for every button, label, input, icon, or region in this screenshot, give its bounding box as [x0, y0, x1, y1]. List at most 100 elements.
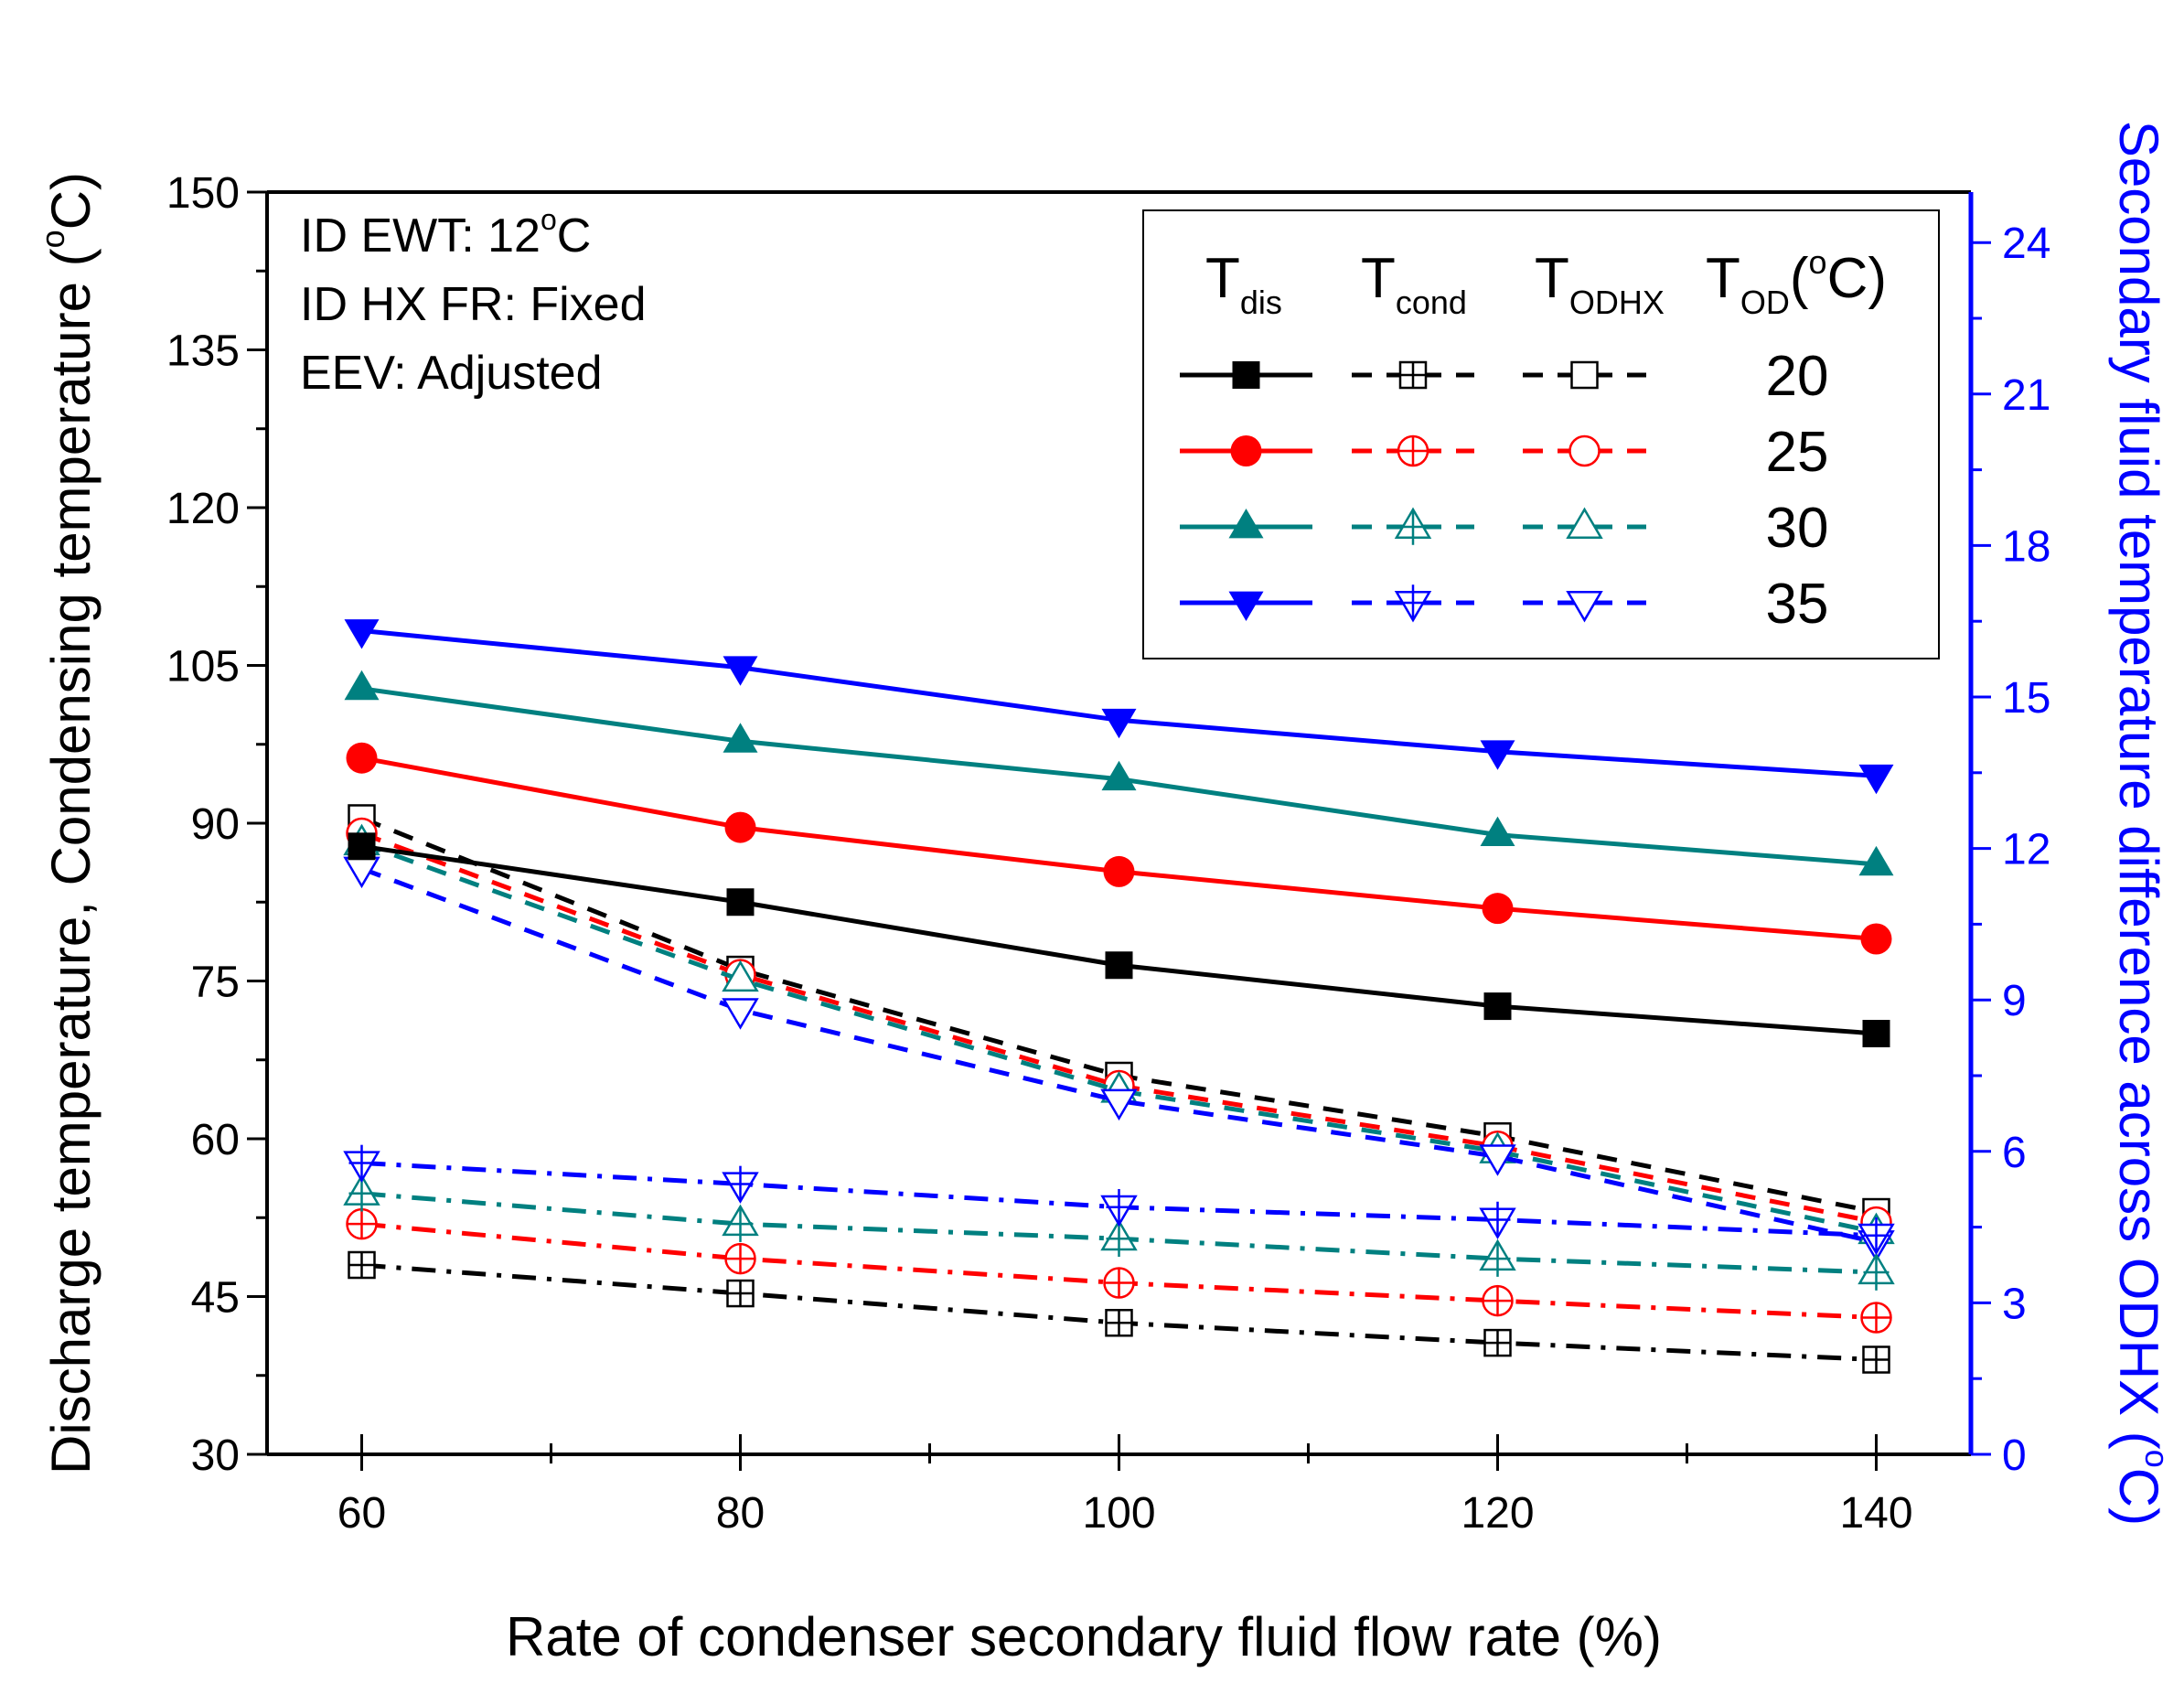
data-point-cond-20 — [1483, 1328, 1512, 1357]
y-tick-label: 105 — [166, 643, 240, 691]
left-axis-title-unit: C) — [40, 172, 102, 230]
legend-header-tcond-t: T — [1361, 247, 1396, 310]
data-point-dis-35 — [344, 619, 380, 649]
data-point-cond-20 — [1862, 1345, 1890, 1374]
legend-marker-odhx-25 — [1568, 434, 1601, 467]
data-point-cond-25 — [346, 1207, 378, 1240]
data-point-cond-20 — [348, 1250, 376, 1280]
data-point-dis-20 — [726, 888, 755, 917]
x-axis-ticks: 60 80 100 120 140 — [337, 1434, 1913, 1538]
annotation-ewt: ID EWT: 12oC — [300, 203, 591, 263]
data-point-dis-35 — [1101, 708, 1137, 739]
y2-tick-label: 12 — [2002, 826, 2050, 874]
data-point-cond-25 — [724, 1242, 756, 1275]
y-tick-label: 150 — [166, 169, 240, 218]
data-point-dis-35 — [1858, 764, 1894, 795]
data-point-cond-35 — [1100, 1188, 1138, 1227]
legend-entry-25: 25 — [1766, 421, 1829, 484]
data-point-odhx-35 — [1479, 1144, 1516, 1176]
legend-entry-30: 30 — [1766, 497, 1829, 560]
x-tick-label: 100 — [1082, 1489, 1155, 1538]
data-point-dis-30 — [344, 670, 380, 701]
legend-header-tod-sub: OD — [1740, 284, 1790, 321]
x-tick-label: 80 — [716, 1489, 765, 1538]
legend-header-tod-degree: o — [1809, 243, 1827, 281]
y-tick-label: 135 — [166, 327, 240, 376]
data-point-cond-20 — [1105, 1309, 1133, 1337]
data-point-odhx-35 — [1100, 1088, 1138, 1121]
x-axis-title: Rate of condenser secondary fluid flow r… — [506, 1606, 1662, 1667]
right-axis-title-unit: C) — [2108, 1468, 2169, 1526]
data-point-dis-30 — [723, 723, 758, 753]
data-point-dis-35 — [1480, 740, 1515, 770]
data-point-dis-30 — [1480, 816, 1515, 847]
legend-marker-cond-25 — [1397, 434, 1429, 467]
legend-entry-35: 35 — [1766, 573, 1829, 636]
annotation-ewt-unit: C — [557, 209, 592, 263]
y-tick-label: 120 — [166, 485, 240, 533]
series-layer — [343, 619, 1895, 1374]
data-point-cond-35 — [343, 1144, 380, 1183]
series-line-odhx-35 — [360, 866, 1878, 1245]
data-point-dis-25 — [1103, 855, 1135, 887]
data-point-cond-35 — [1857, 1217, 1895, 1256]
right-axis-ticks: 0 3 6 9 12 15 18 21 24 — [1971, 220, 2050, 1480]
legend-marker-odhx-20 — [1570, 360, 1599, 390]
y2-tick-label: 3 — [2002, 1280, 2027, 1328]
data-point-dis-25 — [1482, 893, 1514, 925]
y-tick-label: 75 — [191, 959, 240, 1007]
right-axis-degree: o — [2138, 1450, 2176, 1468]
y2-tick-label: 9 — [2002, 977, 2027, 1025]
legend-marker-cond-30 — [1394, 507, 1432, 545]
data-point-dis-30 — [1101, 760, 1137, 791]
data-point-cond-30 — [1857, 1252, 1895, 1291]
x-tick-label: 60 — [337, 1489, 386, 1538]
data-point-dis-25 — [346, 742, 378, 774]
y2-tick-label: 21 — [2002, 371, 2050, 420]
legend-entry-20: 20 — [1766, 345, 1829, 408]
legend-marker-dis-20 — [1232, 361, 1260, 389]
legend-header-tcond: Tcond — [1361, 247, 1467, 321]
legend-header-tdis-sub: dis — [1240, 284, 1282, 321]
legend-header-todhx: TODHX — [1535, 247, 1665, 321]
legend-header-todhx-sub: ODHX — [1569, 284, 1665, 321]
y-tick-label: 45 — [191, 1274, 240, 1323]
y2-tick-label: 18 — [2002, 522, 2050, 571]
data-point-cond-30 — [722, 1204, 759, 1242]
legend-rows: 20 25 30 35 — [1180, 345, 1828, 636]
right-axis-title-text: Secondary fluid temperature difference a… — [2108, 121, 2169, 1450]
legend-header-tod-unit: C) — [1827, 247, 1887, 310]
annotation-ewt-degree: o — [541, 203, 557, 236]
data-point-cond-30 — [1479, 1238, 1516, 1277]
data-point-dis-20 — [348, 832, 376, 861]
legend-marker-odhx-35 — [1566, 590, 1603, 623]
legend-header-tdis: Tdis — [1205, 247, 1282, 321]
y2-tick-label: 15 — [2002, 674, 2050, 723]
data-point-cond-20 — [726, 1279, 755, 1308]
y2-tick-label: 6 — [2002, 1129, 2027, 1177]
data-point-cond-35 — [722, 1165, 759, 1204]
data-point-cond-35 — [1479, 1201, 1516, 1240]
legend-header-tod: TOD(oC) — [1706, 243, 1887, 321]
data-point-dis-35 — [723, 656, 758, 686]
legend-box — [1142, 209, 1940, 659]
legend-header-tod-t: T — [1706, 247, 1740, 310]
data-point-cond-25 — [1482, 1284, 1514, 1317]
left-axis-title-text: Discharge temperature, Condensing temper… — [40, 248, 102, 1474]
data-point-dis-30 — [1858, 845, 1894, 876]
left-axis-title: Discharge temperature, Condensing temper… — [34, 172, 102, 1474]
data-point-dis-25 — [724, 811, 756, 843]
legend-marker-cond-20 — [1398, 360, 1428, 390]
data-point-cond-25 — [1860, 1302, 1892, 1334]
data-point-cond-30 — [343, 1174, 380, 1212]
data-point-dis-20 — [1862, 1020, 1890, 1047]
y-tick-label: 90 — [191, 800, 240, 849]
y-tick-label: 60 — [191, 1116, 240, 1164]
data-point-cond-30 — [1100, 1218, 1138, 1258]
data-point-odhx-30 — [722, 959, 759, 992]
legend-marker-cond-35 — [1394, 584, 1432, 623]
data-point-odhx-35 — [722, 998, 759, 1030]
data-point-dis-20 — [1105, 951, 1133, 980]
legend-header-tcond-sub: cond — [1396, 284, 1467, 321]
